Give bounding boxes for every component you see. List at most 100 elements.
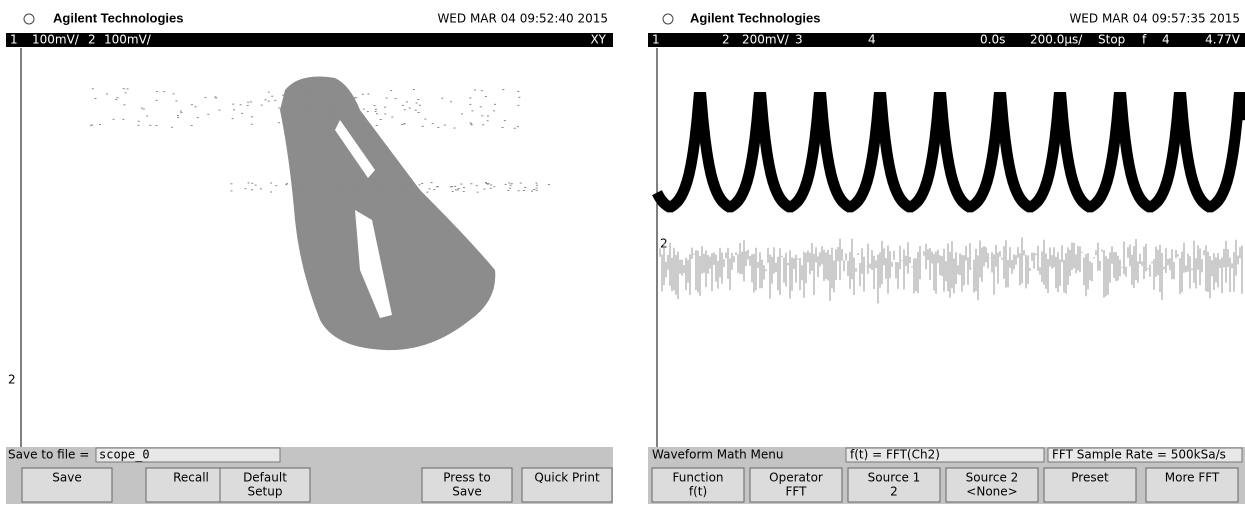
xy-dot (536, 187, 538, 188)
ch2-scale: 200mV/ (742, 33, 790, 47)
xy-dot (204, 97, 206, 98)
xy-dot (469, 97, 471, 98)
xy-dot (334, 117, 336, 118)
xy-dot (232, 118, 234, 119)
xy-dot (364, 125, 366, 126)
xy-dot (177, 115, 179, 116)
xy-dot (476, 185, 478, 186)
xy-dot (241, 113, 243, 114)
xy-dot (251, 124, 253, 125)
xy-dot (115, 99, 117, 100)
xy-dot (487, 116, 489, 117)
logo (24, 14, 34, 24)
xy-dot (401, 186, 403, 187)
softkey-label: Save (452, 485, 481, 499)
xy-dot (177, 117, 179, 118)
xy-dot (138, 121, 140, 122)
xy-dot (99, 124, 101, 125)
ch-trace (657, 98, 1243, 207)
xy-dot (471, 124, 473, 125)
xy-dot (278, 122, 280, 123)
xy-dot (487, 184, 489, 185)
xy-dot (362, 123, 364, 124)
xy-dot (230, 183, 232, 184)
xy-dot (247, 102, 249, 103)
logo (663, 14, 673, 24)
xy-dot (268, 92, 270, 93)
softkey-label: Quick Print (534, 471, 600, 485)
ch3-label: 3 (795, 33, 803, 47)
xy-dot (463, 187, 465, 188)
xy-dot (304, 108, 306, 109)
xy-dot (95, 98, 97, 99)
xy-dot (386, 98, 388, 99)
xy-dot (509, 188, 511, 189)
xy-dot (458, 188, 460, 189)
xy-dot (123, 88, 125, 89)
xy-dot (431, 182, 433, 183)
xy-dot (343, 185, 345, 186)
xy-dot (395, 98, 397, 99)
xy-dot (511, 183, 513, 184)
xy-dot (409, 108, 411, 109)
xy-dot (376, 125, 378, 126)
xy-dot (413, 89, 415, 90)
xy-dot (232, 104, 234, 105)
xy-dot (417, 99, 419, 100)
ch2-scale: 100mV/ (104, 33, 152, 47)
xy-dot (356, 184, 358, 185)
xy-dot (548, 184, 550, 185)
xy-dot (450, 101, 452, 102)
xy-dot (350, 126, 352, 127)
xy-dot (293, 182, 295, 183)
xy-dot (376, 113, 378, 114)
softkey-label: Preset (1071, 471, 1109, 485)
xy-dot (294, 188, 296, 189)
xy-dot (453, 128, 455, 129)
mode: XY (590, 33, 606, 47)
xy-dot (480, 106, 482, 107)
xy-dot (340, 191, 342, 192)
xy-dot (251, 116, 253, 117)
xy-dot (460, 184, 462, 185)
xy-dot (268, 101, 270, 102)
xy-dot (336, 189, 338, 190)
xy-dot (248, 182, 250, 183)
xy-dot (406, 101, 408, 102)
softkey-label: f(t) (689, 485, 707, 499)
right-scope: Agilent Technologies WED MAR 04 09:57:35… (648, 10, 1245, 504)
xy-dot (175, 100, 177, 101)
xy-dot (518, 97, 520, 98)
xy-dot (494, 104, 496, 105)
xy-dot (342, 102, 344, 103)
xy-dot (384, 113, 386, 114)
xy-dot (536, 190, 538, 191)
xy-dot (482, 124, 484, 125)
xy-dot (452, 191, 454, 192)
softkey-label: Default (243, 471, 287, 485)
xy-dot (380, 188, 382, 189)
xy-dot (270, 191, 272, 192)
xy-dot (444, 125, 446, 126)
xy-dot (463, 191, 465, 192)
xy-dot (391, 117, 393, 118)
softkey-label: FFT (786, 485, 808, 499)
xy-dot (437, 127, 439, 128)
xy-dot (419, 105, 421, 106)
xy-dot (533, 189, 535, 190)
xy-dot (197, 117, 199, 118)
left-scope: Agilent Technologies WED MAR 04 09:52:40… (6, 10, 613, 504)
xy-dot (286, 183, 288, 184)
xy-dot (180, 111, 182, 112)
status-bar (6, 33, 613, 47)
softkey-label: Recall (173, 471, 209, 485)
xy-dot (536, 185, 538, 186)
xy-dot (483, 189, 485, 190)
xy-dot (517, 126, 519, 127)
xy-dot (270, 183, 272, 184)
xy-dot (149, 125, 151, 126)
xy-dot (390, 90, 392, 91)
xy-dot (328, 191, 330, 192)
timebase: 200.0µs/ (1030, 33, 1083, 47)
ch2-label: 2 (722, 33, 730, 47)
